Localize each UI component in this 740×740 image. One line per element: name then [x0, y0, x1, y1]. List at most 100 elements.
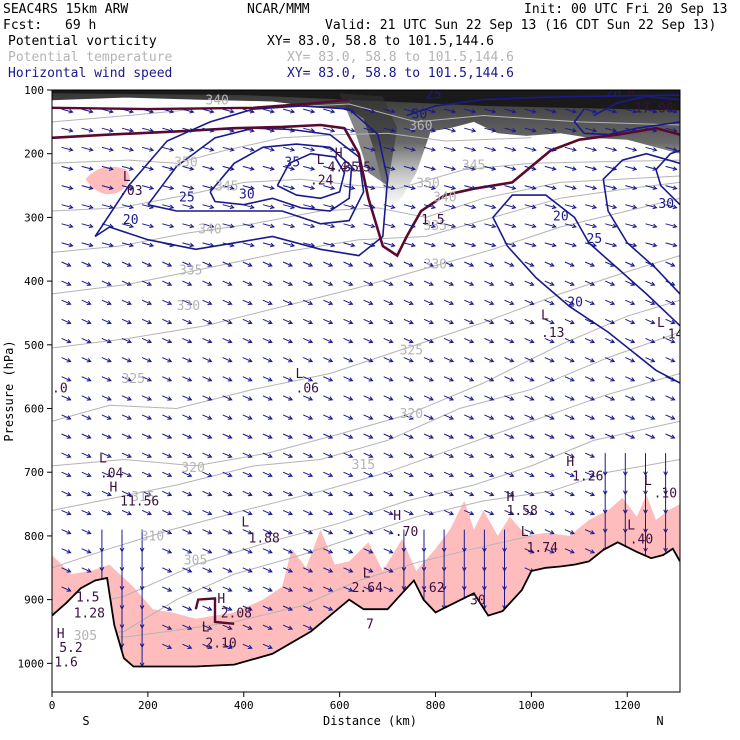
extremum-label: L — [521, 525, 529, 540]
wind-vector — [242, 165, 254, 170]
wind-vector-head — [267, 491, 273, 497]
valid-time: Valid: 21 UTC Sun 22 Sep 13 (16 CDT Sun … — [325, 18, 716, 33]
theta-label: 315 — [352, 458, 375, 473]
wind-vector-head — [149, 147, 155, 152]
wind-vector — [162, 261, 172, 267]
wind-vector-head — [368, 587, 374, 592]
wind-vector-head — [489, 338, 495, 344]
wind-vector — [584, 414, 595, 420]
wind-vector — [61, 509, 71, 515]
wind-vector-head — [451, 185, 457, 190]
wind-vector — [443, 204, 456, 209]
wind-vector-head — [288, 300, 294, 305]
wind-vector-head — [227, 338, 233, 344]
wind-vector — [343, 261, 353, 267]
wind-vector-head — [66, 396, 72, 401]
wind-vector — [182, 471, 192, 477]
wind-vector — [584, 471, 595, 477]
wind-vector — [423, 223, 436, 228]
wind-vector — [202, 223, 214, 228]
fcst-value: 69 h — [65, 18, 96, 33]
wind-vector — [584, 337, 595, 343]
wind-vector-head — [147, 358, 153, 363]
wind-vector — [323, 318, 333, 324]
wind-vector-head — [451, 223, 457, 229]
wind-vector-head — [388, 377, 394, 382]
wind-vector-head — [288, 415, 294, 420]
wind-vector — [162, 452, 172, 458]
wind-vector-head — [267, 377, 273, 382]
wind-vector-head — [610, 300, 616, 305]
wind-vector-head — [106, 319, 112, 325]
wind-vector-head — [451, 147, 457, 152]
wind-vector — [605, 146, 617, 151]
wind-vector — [383, 529, 393, 535]
wind-vector-head — [288, 472, 294, 477]
wind-vector — [242, 414, 253, 420]
wind-vector-head — [328, 415, 334, 420]
wind-vector — [504, 414, 514, 420]
wind-vector-head — [531, 223, 537, 229]
wind-vector-head — [288, 625, 294, 630]
wind-vector-head — [247, 606, 253, 611]
wind-vector-head — [310, 108, 316, 114]
wind-vector — [162, 337, 172, 343]
wind-vector-head — [68, 128, 74, 133]
wind-vector-head — [449, 434, 455, 439]
wind-vector — [343, 567, 353, 573]
wind-vector — [564, 108, 577, 113]
wind-vector — [625, 357, 635, 363]
wind-vector-head — [672, 147, 678, 152]
wind-vector-head — [247, 358, 253, 363]
wind-vector — [202, 299, 212, 305]
wind-vector-head — [388, 358, 394, 363]
wind-vector-head — [390, 223, 396, 229]
wind-vector — [605, 204, 617, 209]
wind-vector-head — [428, 415, 434, 420]
y-tick-label: 600 — [24, 403, 44, 416]
wind-vector — [141, 280, 152, 286]
wind-vector — [303, 165, 315, 170]
wind-vector-head — [428, 434, 434, 439]
wind-vector-head — [328, 549, 334, 554]
wind-vector — [242, 318, 253, 324]
wind-vector-head — [451, 128, 457, 133]
wind-vector-head — [227, 568, 233, 573]
wind-vector — [363, 357, 373, 363]
wind-vector-head — [388, 262, 394, 267]
wind-vector — [303, 242, 315, 247]
wind-vector-head — [308, 262, 314, 267]
wind-vector-head — [408, 262, 414, 267]
wind-vector-head — [368, 434, 374, 439]
wind-vector — [383, 452, 393, 458]
wind-vector — [282, 127, 295, 132]
wind-vector — [544, 548, 555, 554]
wind-vector — [443, 433, 454, 439]
wind-vector — [363, 337, 373, 343]
wind-vector-head — [308, 377, 314, 382]
wind-vector — [262, 433, 273, 439]
wind-vector — [61, 586, 71, 592]
wind-vector-head — [551, 185, 557, 190]
wind-vector-head — [106, 281, 112, 286]
wind-vector-head — [308, 510, 314, 516]
wind-vector — [665, 146, 677, 151]
wind-vector-head — [328, 377, 334, 382]
wind-vector — [423, 433, 434, 439]
wind-vector-head — [489, 262, 495, 267]
wind-vector — [363, 127, 375, 132]
wind-vector-head — [592, 204, 598, 210]
wind-vector-head — [370, 242, 376, 248]
wind-vector-head — [592, 128, 598, 133]
wind-vector — [604, 433, 615, 439]
wind-vector — [383, 261, 393, 267]
wind-speed-line — [602, 152, 680, 295]
wind-vector-head — [449, 396, 455, 401]
wind-vector — [262, 605, 273, 611]
wind-vector — [202, 567, 212, 573]
wind-vector — [564, 223, 577, 228]
wind-vector — [282, 280, 293, 286]
wind-vector — [343, 414, 353, 420]
wind-vector-head — [106, 396, 112, 401]
wind-vector — [423, 376, 434, 382]
